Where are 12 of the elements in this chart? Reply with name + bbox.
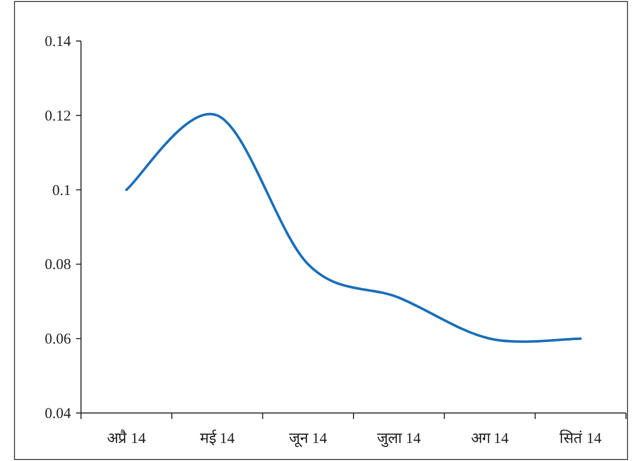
x-tick-label: सितं 14 — [560, 429, 602, 447]
x-tick-label: अग 14 — [470, 431, 510, 447]
y-tick-label: 0.14 — [44, 34, 72, 50]
x-tick-label: अप्रै 14 — [107, 429, 146, 447]
x-tick-label: जुला 14 — [377, 431, 422, 448]
y-tick-label: 0.1 — [52, 182, 71, 199]
y-tick-label: 0.06 — [44, 332, 72, 348]
y-tick-label: 0.08 — [44, 257, 71, 274]
x-tick-label: मई 14 — [200, 429, 236, 447]
y-tick-label: 0.04 — [44, 406, 72, 422]
y-tick-label: 0.12 — [44, 108, 71, 124]
x-tick-label: जून 14 — [289, 431, 328, 448]
